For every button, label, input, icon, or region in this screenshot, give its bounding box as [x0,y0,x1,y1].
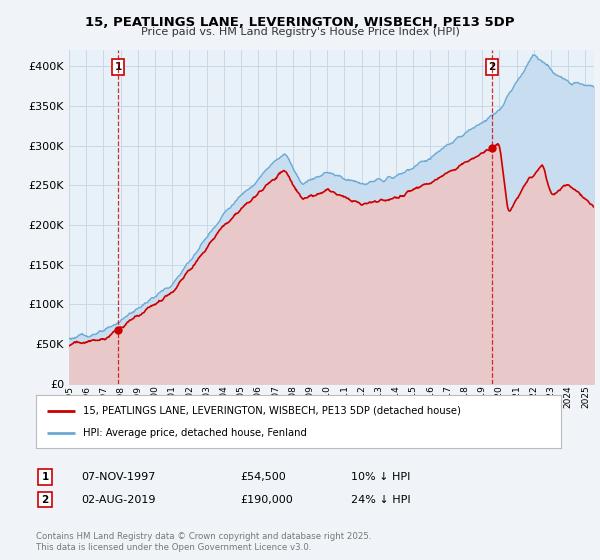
Text: 1: 1 [41,472,49,482]
Text: 10% ↓ HPI: 10% ↓ HPI [351,472,410,482]
Text: Contains HM Land Registry data © Crown copyright and database right 2025.
This d: Contains HM Land Registry data © Crown c… [36,532,371,552]
Text: 2: 2 [41,494,49,505]
Text: 07-NOV-1997: 07-NOV-1997 [81,472,155,482]
Text: £190,000: £190,000 [240,494,293,505]
Text: HPI: Average price, detached house, Fenland: HPI: Average price, detached house, Fenl… [83,428,307,438]
Text: 15, PEATLINGS LANE, LEVERINGTON, WISBECH, PE13 5DP (detached house): 15, PEATLINGS LANE, LEVERINGTON, WISBECH… [83,406,461,416]
Text: 1: 1 [115,62,122,72]
Text: Price paid vs. HM Land Registry's House Price Index (HPI): Price paid vs. HM Land Registry's House … [140,27,460,37]
Text: 2: 2 [488,62,496,72]
Text: 24% ↓ HPI: 24% ↓ HPI [351,494,410,505]
Text: 15, PEATLINGS LANE, LEVERINGTON, WISBECH, PE13 5DP: 15, PEATLINGS LANE, LEVERINGTON, WISBECH… [85,16,515,29]
Text: 02-AUG-2019: 02-AUG-2019 [81,494,155,505]
Text: £54,500: £54,500 [240,472,286,482]
